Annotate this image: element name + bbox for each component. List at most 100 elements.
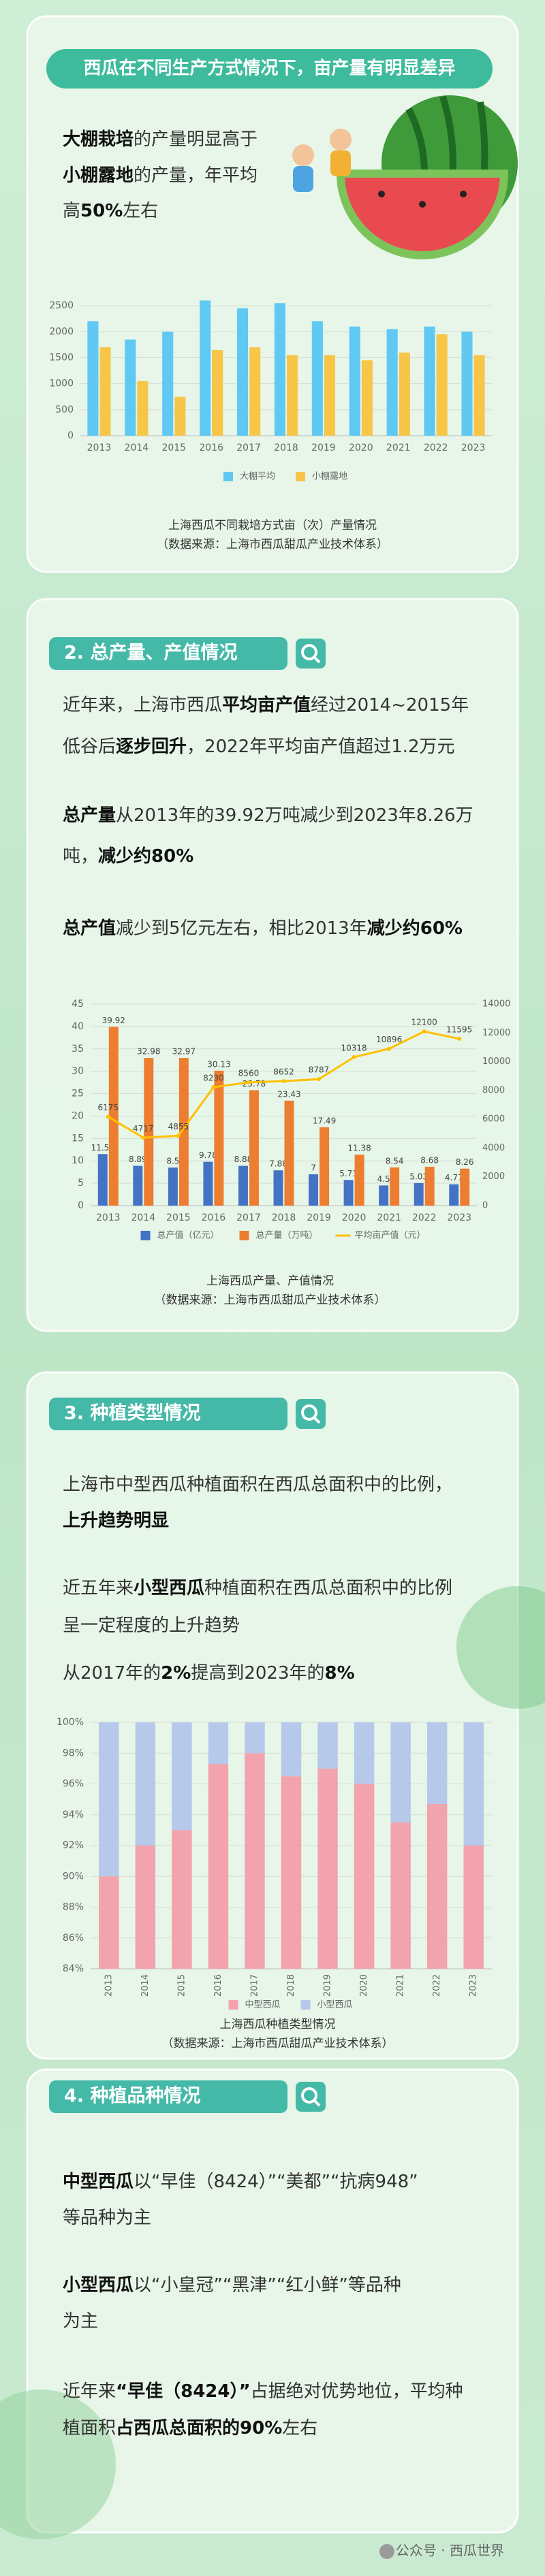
bar [379,1185,389,1206]
x-tick-label: 2018 [272,1212,296,1223]
chart-title: 上海西瓜产量、产值情况 [206,1274,334,1288]
icon-lens [301,644,317,660]
bold-text: 中型西瓜 [63,2172,134,2192]
section-title: 4. 种植品种情况 [64,2085,200,2107]
line-point [141,1136,146,1140]
text: 从2017年的 [63,1663,161,1684]
line-point [106,1114,110,1119]
paragraph-line: 大棚栽培的产量明显高于 [63,129,258,150]
data-label: 4.77 [445,1173,463,1182]
bar-segment [281,1776,302,1969]
section-header [49,2080,287,2113]
bold-text: 减少约60% [367,918,463,939]
x-tick-label: 2019 [307,1212,331,1223]
x-tick-label: 2014 [125,442,149,453]
section-title: 西瓜在不同生产方式情况下，亩产量有明显差异 [83,58,455,79]
bar-segment [281,1722,302,1777]
text: 的产量，年平均 [134,165,258,186]
bar [214,1070,224,1206]
paragraph-line: 呈一定程度的上升趋势 [63,1615,240,1636]
bar [320,1127,330,1206]
data-label: 8.88 [234,1155,253,1164]
y-tick-label: 86% [63,1933,84,1944]
icon-lens [301,1404,317,1421]
footer: 公众号 · 西瓜世界 [396,2543,504,2559]
text: 吨， [63,846,98,867]
data-label: 11595 [446,1025,472,1034]
bold-text: 逐步回升 [116,736,187,757]
bar [424,1166,435,1206]
paragraph-line: 高50%左右 [63,201,158,221]
paragraph-line: 吨，减少约80% [63,846,193,867]
bar [236,308,249,436]
y-tick-label: 98% [63,1748,84,1758]
y-tick-label: 0 [78,1200,84,1211]
bar [284,1100,294,1206]
bar [97,1154,108,1206]
x-tick-label: 2018 [274,442,298,453]
chart-title: 上海西瓜种植类型情况 [220,2018,336,2031]
bar [238,1165,248,1206]
text: 植面积 [63,2418,116,2438]
y-tick-label: 10 [72,1155,84,1166]
y-tick-label: 20 [72,1110,84,1121]
legend-swatch [223,472,233,481]
y-tick-label: 2000 [49,326,74,337]
data-label: 30.13 [207,1059,230,1069]
x-tick-label: 2015 [166,1212,191,1223]
bar [461,332,473,436]
y-tick-label: 40 [72,1021,84,1032]
legend-swatch [239,1231,249,1240]
y-tick-label: 15 [72,1133,84,1144]
data-label: 8652 [273,1067,294,1077]
x-tick-label: 2016 [202,1212,226,1223]
x-tick-label: 2021 [386,442,411,453]
bold-text: 占西瓜总面积的90% [116,2417,282,2438]
y2-tick-label: 14000 [482,999,510,1010]
bold-text: 8% [325,1663,355,1684]
bar [390,1167,400,1206]
x-tick-label: 2020 [342,1212,367,1223]
x-tick-label: 2013 [104,1974,114,1997]
text: 近年来 [63,2381,116,2402]
paragraph-line: 植面积占西瓜总面积的90%左右 [63,2417,317,2438]
data-label: 4.5 [377,1174,390,1184]
section-title: 2. 总产量、产值情况 [64,643,237,664]
bar-segment [426,1803,448,1969]
bar-segment [208,1764,229,1969]
data-label: 4717 [133,1124,154,1133]
legend-label: 总产量（万吨） [256,1231,318,1241]
bar [212,350,223,436]
y2-tick-label: 8000 [482,1085,505,1095]
bold-text: 总产量 [63,805,116,826]
bar [287,355,298,436]
data-label: 8.26 [456,1157,474,1167]
data-label: 8.89 [129,1155,147,1164]
y2-tick-label: 4000 [482,1143,505,1153]
text: 从2013年的39.92万吨减少到2023年8.26万 [116,805,473,826]
legend-swatch [228,2000,238,2010]
y2-tick-label: 12000 [482,1028,510,1038]
bar-segment [354,1722,375,1784]
bar [108,1027,119,1206]
icon-box [296,1399,326,1429]
legend-label: 平均亩产值（元） [355,1230,426,1241]
icon-handle [313,1416,321,1424]
y-tick-label: 5 [78,1178,84,1189]
data-label: 5.03 [409,1172,428,1181]
x-tick-label: 2017 [249,1974,260,1997]
y-tick-label: 100% [57,1717,84,1728]
legend-label: 中型西瓜 [245,2000,281,2010]
legend-label: 小棚露地 [312,472,347,482]
y-tick-label: 30 [72,1066,84,1077]
y-tick-label: 92% [63,1840,84,1851]
data-label: 32.98 [137,1047,160,1057]
section-header [49,637,287,670]
bold-text: 平均亩产值 [222,694,311,715]
text: 的产量明显高于 [134,129,258,150]
x-tick-label: 2017 [236,1212,261,1223]
data-label: 8.5 [166,1157,179,1166]
bar [311,321,323,436]
section-card [26,2068,519,2534]
